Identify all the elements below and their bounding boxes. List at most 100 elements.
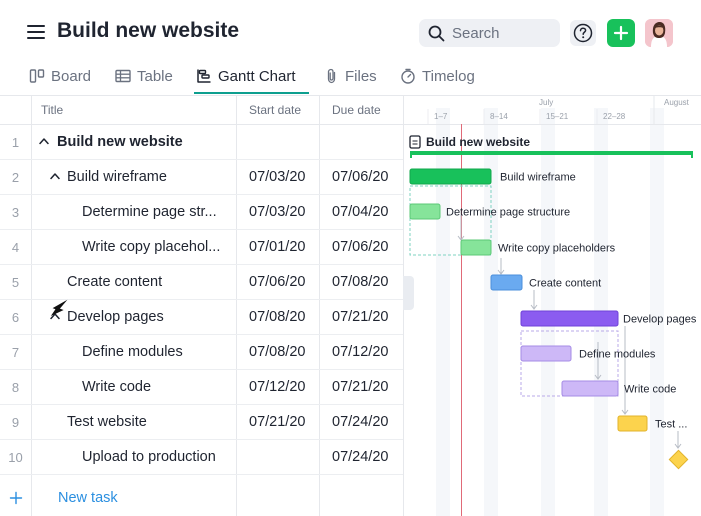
row-number: 8	[11, 380, 20, 395]
table-row[interactable]: 4 Write copy placehol... 07/01/20 07/06/20	[0, 230, 403, 265]
week-label: 15–21	[546, 112, 569, 121]
tabs-divider	[0, 95, 701, 96]
due-date-cell[interactable]: 07/24/20	[332, 414, 389, 430]
table-row[interactable]: 2 Build wireframe 07/03/20 07/06/20	[0, 160, 403, 195]
gantt-task-bar[interactable]	[409, 168, 492, 185]
due-date-cell[interactable]: 07/12/20	[332, 344, 389, 360]
tab-label: Files	[345, 67, 377, 85]
table-header-divider	[0, 124, 403, 125]
search-input[interactable]: Search	[419, 19, 560, 47]
gantt-bar-label: Determine page structure	[446, 207, 570, 219]
avatar[interactable]	[645, 19, 673, 47]
collapse-caret-icon[interactable]	[37, 125, 51, 160]
due-date-cell[interactable]: 07/06/20	[332, 239, 389, 255]
tab-board[interactable]: Board	[29, 58, 91, 94]
tab-files[interactable]: Files	[325, 58, 377, 94]
column-divider	[31, 96, 32, 516]
gantt-task-bar[interactable]	[409, 203, 441, 220]
new-task-row[interactable]: New task	[0, 481, 403, 516]
panel-resize-handle[interactable]	[403, 276, 414, 310]
task-title[interactable]: Define modules	[82, 344, 183, 360]
task-title[interactable]: Upload to production	[82, 449, 216, 465]
gantt-bar-label: Develop pages	[623, 314, 697, 326]
weekend-shade	[484, 108, 498, 516]
project-summary-bar[interactable]	[410, 151, 693, 155]
due-date-cell[interactable]: 07/04/20	[332, 204, 389, 220]
task-title[interactable]: Write code	[82, 379, 152, 395]
start-date-cell[interactable]: 07/03/20	[249, 169, 306, 185]
task-title[interactable]: Test website	[67, 414, 147, 430]
week-label: 8–14	[490, 112, 508, 121]
clipboard-icon	[409, 135, 421, 149]
hamburger-menu-icon[interactable]	[27, 25, 45, 40]
table-row[interactable]: 9 Test website 07/21/20 07/24/20	[0, 405, 403, 440]
start-date-cell[interactable]: 07/12/20	[249, 379, 306, 395]
table-row[interactable]: 6 Develop pages 07/08/20 07/21/20	[0, 300, 403, 335]
column-header-start-date[interactable]: Start date	[249, 103, 302, 117]
table-row[interactable]: 10 Upload to production 07/24/20	[0, 440, 403, 475]
dependency-arrowhead	[621, 409, 629, 415]
row-number: 3	[11, 205, 20, 220]
start-date-cell[interactable]: 07/08/20	[249, 309, 306, 325]
add-button[interactable]	[607, 19, 635, 47]
gantt-bar-label: Define modules	[579, 349, 656, 361]
start-date-cell[interactable]: 07/01/20	[249, 239, 306, 255]
due-date-cell[interactable]: 07/21/20	[332, 309, 389, 325]
user-avatar-icon	[645, 19, 673, 47]
table-row[interactable]: 8 Write code 07/12/20 07/21/20	[0, 370, 403, 405]
gantt-chart: July August 1–7 8–14 15–21 22–28 Build new web…	[403, 96, 701, 516]
project-summary-cap	[410, 151, 412, 158]
start-date-cell[interactable]: 07/06/20	[249, 274, 306, 290]
dependency-arrowhead	[594, 374, 602, 380]
column-header-title[interactable]: Title	[41, 103, 64, 117]
header: Build new website Search	[0, 0, 701, 64]
table-row[interactable]: 3 Determine page str... 07/03/20 07/04/20	[0, 195, 403, 230]
table-row[interactable]: 5 Create content 07/06/20 07/08/20	[0, 265, 403, 300]
gantt-task-bar[interactable]	[617, 415, 648, 432]
table-row[interactable]: 1 Build new website	[0, 125, 403, 160]
column-divider	[236, 96, 237, 516]
tab-timelog[interactable]: Timelog	[400, 58, 475, 94]
due-date-cell[interactable]: 07/06/20	[332, 169, 389, 185]
tab-gantt-chart[interactable]: Gantt Chart	[196, 58, 296, 94]
task-title[interactable]: Determine page str...	[82, 204, 217, 220]
task-title[interactable]: Write copy placehol...	[82, 239, 221, 255]
task-title[interactable]: Create content	[67, 274, 163, 290]
row-number: 7	[11, 345, 20, 360]
week-label: 1–7	[434, 112, 448, 121]
new-task-link[interactable]: New task	[58, 490, 118, 506]
question-circle-icon	[573, 23, 593, 43]
task-title[interactable]: Build new website	[57, 134, 183, 150]
gantt-task-bar[interactable]	[460, 239, 492, 256]
mouse-cursor-icon	[50, 299, 68, 317]
milestone-diamond[interactable]	[668, 449, 689, 470]
gantt-task-bar[interactable]	[561, 380, 619, 397]
view-tabs: Board Table Gantt Chart Files Timelo	[0, 58, 701, 96]
gantt-task-bar[interactable]	[520, 345, 572, 362]
dependency-arrowhead	[530, 304, 538, 310]
start-date-cell[interactable]: 07/03/20	[249, 204, 306, 220]
page-title: Build new website	[57, 19, 240, 42]
row-number: 9	[11, 415, 20, 430]
tab-label: Gantt Chart	[218, 67, 296, 85]
due-date-cell[interactable]: 07/08/20	[332, 274, 389, 290]
row-number: 10	[8, 450, 23, 465]
tab-table[interactable]: Table	[115, 58, 173, 94]
due-date-cell[interactable]: 07/24/20	[332, 449, 389, 465]
column-header-due-date[interactable]: Due date	[332, 103, 381, 117]
gantt-bar-label: Write code	[624, 384, 676, 396]
help-button[interactable]	[570, 20, 596, 46]
gantt-task-bar[interactable]	[490, 274, 523, 291]
tab-label: Table	[137, 67, 173, 85]
collapse-caret-icon[interactable]	[48, 160, 62, 195]
active-tab-indicator	[194, 92, 309, 94]
column-divider	[319, 96, 320, 516]
gantt-bar-label: Test ...	[655, 419, 687, 431]
task-title[interactable]: Develop pages	[67, 309, 164, 325]
gantt-task-bar[interactable]	[520, 310, 619, 327]
table-row[interactable]: 7 Define modules 07/08/20 07/12/20	[0, 335, 403, 370]
due-date-cell[interactable]: 07/21/20	[332, 379, 389, 395]
start-date-cell[interactable]: 07/21/20	[249, 414, 306, 430]
start-date-cell[interactable]: 07/08/20	[249, 344, 306, 360]
task-title[interactable]: Build wireframe	[67, 169, 167, 185]
